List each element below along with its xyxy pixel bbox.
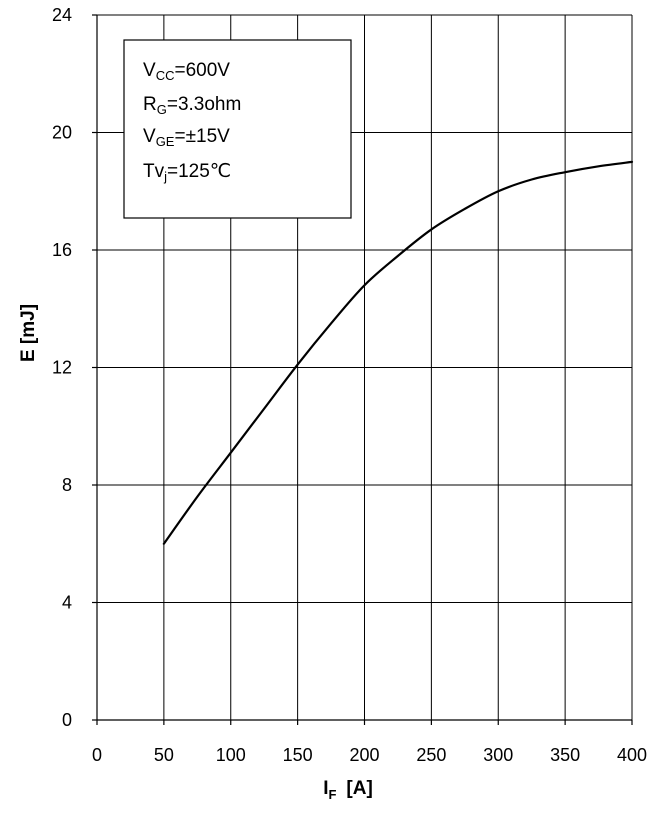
energy-curve [162,160,634,545]
axes [92,14,633,725]
y-tick-label: 16 [52,240,72,260]
conditions-box-frame [123,39,352,219]
condition-vcc: VCC=600V [143,60,230,83]
y-tick-label: 8 [62,475,72,495]
x-tick-label: 50 [154,745,174,765]
y-tick-label: 0 [62,710,72,730]
x-tick-label: 0 [92,745,102,765]
condition-rg: RG=3.3ohm [143,94,241,117]
x-axis-title: IF [A] [323,778,373,802]
x-tick-label: 150 [283,745,313,765]
x-tick-label: 100 [216,745,246,765]
y-tick-label: 4 [62,593,72,613]
y-axis-title: E [mJ] [18,304,39,362]
y-tick-label: 20 [52,123,72,143]
conditions-box: VCC=600V RG=3.3ohm VGE=±15V Tvj=125℃ [123,39,352,219]
x-tick-label: 200 [349,745,379,765]
tick-labels: 0 50 100 150 200 250 300 350 400 0 4 8 12 16 20 24 [52,5,647,765]
series [162,160,634,545]
x-tick-label: 250 [416,745,446,765]
x-tick-label: 350 [550,745,580,765]
y-tick-label: 24 [52,5,72,25]
x-tick-label: 300 [483,745,513,765]
condition-vge: VGE=±15V [143,126,230,149]
condition-tvj: Tvj=125℃ [143,161,231,184]
y-tick-label: 12 [52,358,72,378]
grid-lines [96,14,633,721]
x-tick-label: 400 [617,745,647,765]
